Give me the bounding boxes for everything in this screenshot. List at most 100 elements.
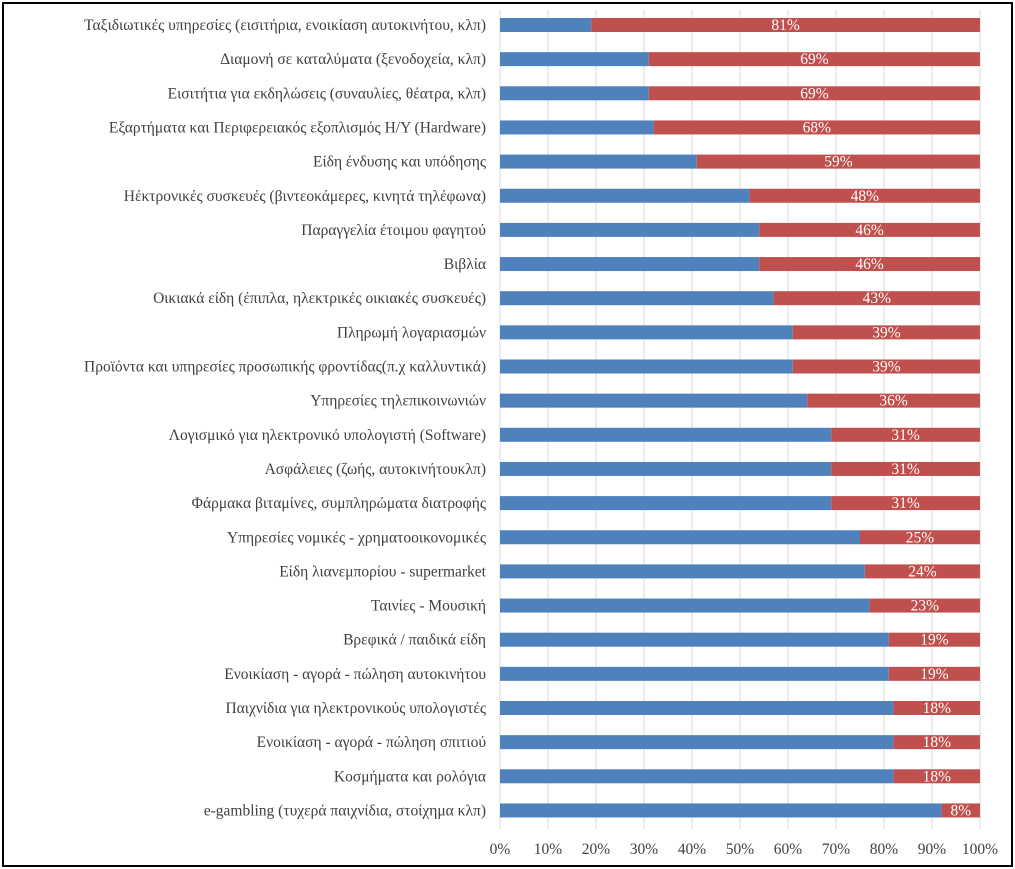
data-label: 68% [803,119,832,136]
bar-segment-red [759,257,980,272]
category-label: Βρεφικά / παιδικά είδη [343,632,486,649]
category-label: Οικιακά είδη (έπιπλα, ηλεκτρικές οικιακέ… [153,290,486,307]
data-label: 19% [920,666,949,683]
bar-segment-red [893,769,980,784]
gridlines [499,10,981,829]
bar-segment-blue [500,496,832,511]
bar-segment-red [773,291,980,306]
x-tick-label: 40% [678,841,707,858]
bar-segment-red [831,427,980,442]
bar-segment-blue [500,52,649,67]
x-tick-label: 90% [918,841,947,858]
data-label: 59% [824,154,853,171]
x-tick-label: 60% [774,841,803,858]
data-label: 24% [908,563,937,580]
bar-segment-red [893,735,980,750]
bar-segment-red [869,598,980,613]
bar-segment-blue [500,769,894,784]
bar-segment-blue [500,154,697,169]
x-tick-label: 20% [582,841,611,858]
category-label: Ασφάλειες (ζωής, αυτοκινήτουκλπ) [265,461,486,478]
data-label: 31% [891,495,920,512]
bar-segment-red [831,496,980,511]
data-label: 18% [923,734,952,751]
bar-segment-blue [500,564,865,579]
data-label: 48% [851,188,880,205]
bar-segment-blue [500,735,894,750]
category-label: Υπηρεσίες τηλεπικοινωνιών [310,393,486,410]
category-label: Προϊόντα και υπηρεσίες προσωπικής φροντί… [84,359,486,376]
stacked-bar-chart: 81%69%69%68%59%48%46%46%43%39%39%36%31%3… [84,10,998,858]
bar-segment-red [807,393,980,408]
bar-segment-red [864,564,980,579]
category-label: Πληρωμή λογαριασμών [337,324,486,341]
bar-segment-red [893,701,980,715]
bar-segment-blue [500,359,793,374]
bar-segment-blue [500,632,889,647]
category-label: Βιβλία [444,256,486,273]
bar-segment-red [591,18,980,32]
x-tick-label: 30% [630,841,659,858]
bars: 81%69%69%68%59%48%46%46%43%39%39%36%31%3… [500,17,980,819]
category-label: Ηέκτρονικές συσκευές (βιντεοκάμερες, κιν… [124,188,486,205]
bar-segment-blue [500,120,654,135]
category-label: Ταινίες - Μουσική [371,598,486,615]
category-label: e-gambling (τυχερά παιχνίδια, στοίχημα κ… [204,802,486,819]
bar-segment-blue [500,291,774,306]
bar-segment-blue [500,803,942,818]
data-label: 18% [923,768,952,785]
category-label: Υπηρεσίες νομικές - χρηματοοικονομικές [227,529,486,546]
data-label: 36% [879,393,908,410]
category-labels: Ταξιδιωτικές υπηρεσίες (εισιτήρια, ενοικ… [84,17,487,819]
data-label: 8% [950,802,971,819]
bar-segment-blue [500,222,760,237]
x-tick-label: 0% [490,841,511,858]
data-label: 81% [771,17,800,34]
bar-segment-red [888,666,980,681]
category-label: Ενοικίαση - αγορά - πώληση αυτοκινήτου [224,666,486,683]
data-label: 18% [923,700,952,717]
bar-segment-red [888,632,980,647]
bar-segment-red [653,120,980,135]
category-label: Εισιτήτια για εκδηλώσεις (συναυλίες, θέα… [168,85,486,102]
bar-segment-blue [500,86,649,101]
data-label: 43% [863,290,892,307]
bar-segment-red [792,325,980,340]
category-label: Κοσμήματα και ρολόγια [334,768,486,785]
bar-segment-blue [500,461,832,476]
x-tick-label: 50% [726,841,755,858]
category-label: Είδη λιανεμπορίου - supermarket [279,563,486,580]
data-label: 46% [855,256,884,273]
data-label: 19% [920,632,949,649]
category-label: Ενοικίαση - αγορά - πώληση σπιτιού [257,734,487,751]
x-tick-label: 70% [822,841,851,858]
bar-segment-blue [500,18,592,32]
data-label: 25% [906,529,935,546]
bar-segment-red [749,188,980,203]
x-tick-label: 10% [534,841,563,858]
bar-segment-red [696,154,980,169]
data-label: 31% [891,461,920,478]
bar-segment-blue [500,530,860,545]
bar-segment-blue [500,598,870,613]
bar-segment-red [941,803,980,818]
bar-segment-blue [500,427,832,442]
bar-segment-red [792,359,980,374]
data-label: 39% [872,324,901,341]
bar-segment-red [648,86,980,101]
category-label: Λογισμικό για ηλεκτρονικό υπολογιστή (So… [169,427,486,444]
category-label: Εξαρτήματα και Περιφερειακός εξοπλισμός … [109,119,486,136]
category-label: Παραγγελία έτοιμου φαγητού [301,222,486,239]
bar-segment-blue [500,666,889,681]
x-tick-label: 100% [962,841,998,858]
category-label: Διαμονή σε καταλύματα (ξενοδοχεία, κλπ) [220,51,486,68]
data-label: 69% [800,51,829,68]
category-label: Ταξιδιωτικές υπηρεσίες (εισιτήρια, ενοικ… [84,17,486,34]
bar-segment-blue [500,393,808,408]
bar-segment-red [831,461,980,476]
data-label: 46% [855,222,884,239]
category-label: Φάρμακα βιταμίνες, συμπληρώματα διατροφή… [192,495,486,512]
bar-segment-red [860,530,980,545]
x-tick-label: 80% [870,841,899,858]
